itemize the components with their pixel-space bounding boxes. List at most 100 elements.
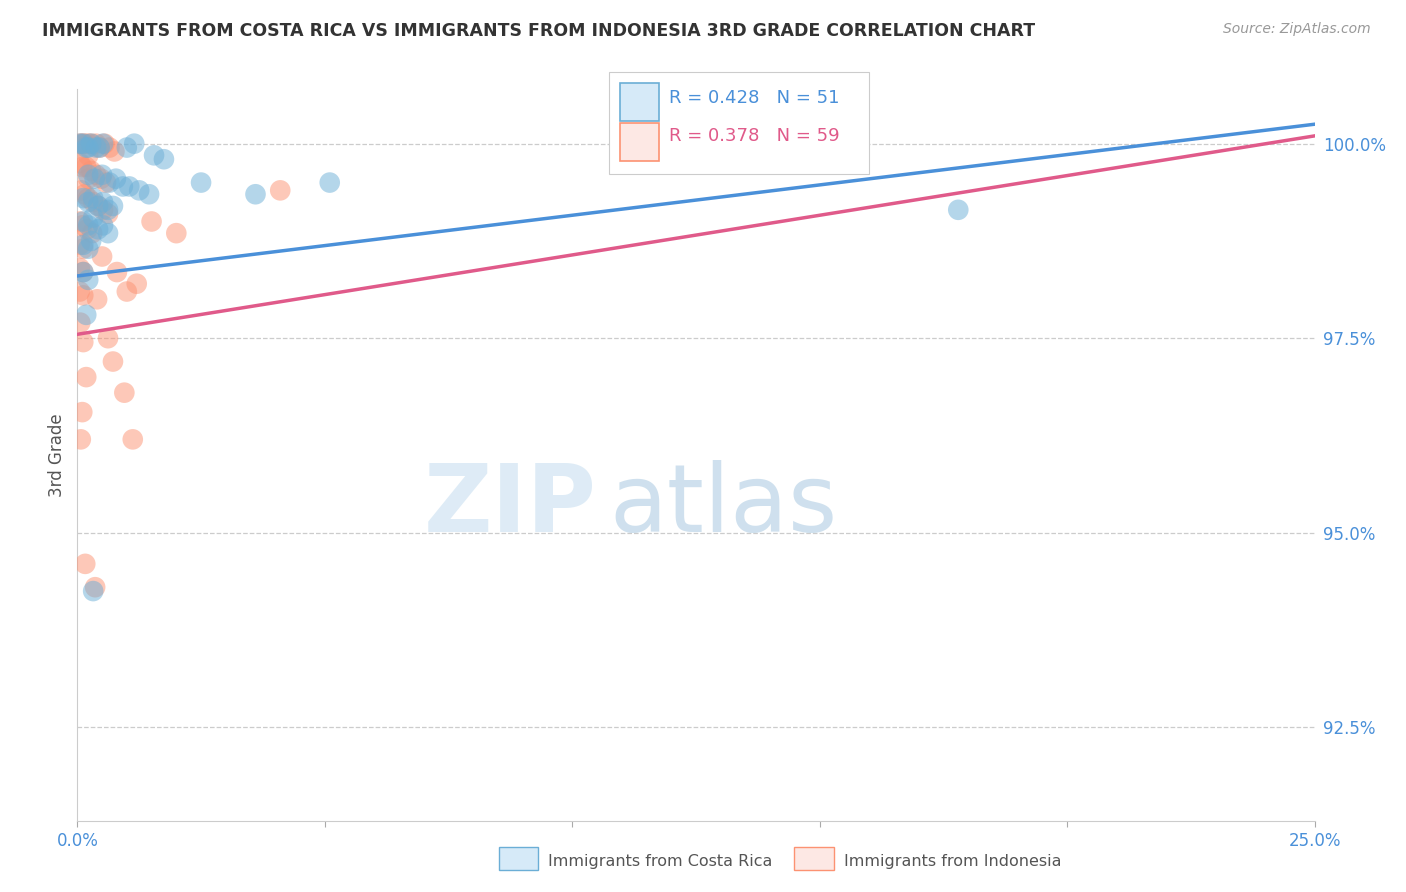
Point [118, 179, 141, 194]
Point [138, 187, 160, 202]
Point [82, 191, 104, 205]
Point [69, 237, 91, 252]
Point [75, 308, 97, 322]
Point [72, 265, 94, 279]
Point [76, 222, 98, 236]
Point [69, 433, 91, 447]
Y-axis label: 3rd Grade: 3rd Grade [48, 413, 66, 497]
Point [165, 226, 187, 240]
Point [80, 136, 103, 151]
Point [87, 222, 110, 236]
Point [77, 140, 100, 154]
Point [89, 140, 111, 154]
Point [82, 211, 104, 225]
Point [73, 136, 96, 151]
Point [69, 136, 91, 151]
Point [69, 214, 91, 228]
Text: Immigrants from Costa Rica: Immigrants from Costa Rica [548, 854, 773, 869]
Point [72, 265, 94, 279]
Point [153, 153, 176, 167]
Point [77, 242, 100, 256]
Point [69, 316, 91, 330]
Point [72, 405, 94, 419]
Point [91, 219, 114, 233]
Point [72, 237, 94, 252]
Point [82, 226, 104, 240]
Point [75, 160, 97, 174]
Point [80, 234, 103, 248]
Point [77, 168, 100, 182]
Point [86, 293, 108, 307]
Point [128, 183, 150, 197]
Point [948, 202, 970, 217]
Point [121, 433, 143, 447]
Point [87, 199, 110, 213]
Point [93, 136, 115, 151]
Point [75, 557, 97, 571]
Point [75, 370, 97, 384]
Point [141, 214, 163, 228]
Point [84, 136, 107, 151]
Point [115, 140, 138, 154]
Point [72, 219, 94, 233]
Point [245, 187, 267, 202]
Point [190, 176, 212, 190]
Point [111, 179, 134, 194]
Point [72, 242, 94, 256]
Point [72, 160, 94, 174]
Point [143, 148, 166, 162]
Point [77, 171, 100, 186]
Text: ZIP: ZIP [425, 460, 598, 552]
Point [82, 194, 104, 209]
Point [115, 285, 138, 299]
Point [105, 265, 128, 279]
Point [91, 202, 114, 217]
Point [84, 580, 107, 594]
Text: IMMIGRANTS FROM COSTA RICA VS IMMIGRANTS FROM INDONESIA 3RD GRADE CORRELATION CH: IMMIGRANTS FROM COSTA RICA VS IMMIGRANTS… [42, 22, 1035, 40]
Point [72, 136, 94, 151]
Point [69, 261, 91, 276]
Point [101, 199, 124, 213]
Point [90, 171, 112, 186]
Point [91, 250, 114, 264]
Point [103, 145, 125, 159]
Point [70, 183, 93, 197]
Point [77, 194, 100, 209]
Point [112, 385, 135, 400]
Point [87, 199, 110, 213]
Point [80, 164, 103, 178]
Text: atlas: atlas [609, 460, 838, 552]
Point [91, 168, 114, 182]
Text: 0.0%: 0.0% [56, 832, 98, 850]
Text: Source: ZipAtlas.com: Source: ZipAtlas.com [1223, 22, 1371, 37]
Point [84, 140, 107, 154]
Text: R = 0.378   N = 59: R = 0.378 N = 59 [669, 127, 839, 145]
Point [77, 273, 100, 287]
Point [269, 183, 291, 197]
Point [125, 277, 148, 291]
Point [84, 168, 107, 182]
Text: R = 0.428   N = 51: R = 0.428 N = 51 [669, 89, 839, 107]
Point [91, 136, 114, 151]
Point [80, 136, 103, 151]
Point [97, 207, 120, 221]
Point [94, 176, 117, 190]
Point [72, 214, 94, 228]
Text: 25.0%: 25.0% [1288, 832, 1341, 850]
Point [77, 148, 100, 162]
Point [72, 288, 94, 302]
Point [101, 354, 124, 368]
Point [69, 156, 91, 170]
Point [69, 136, 91, 151]
Point [104, 171, 127, 186]
Point [98, 176, 121, 190]
Point [75, 140, 97, 154]
Point [82, 584, 104, 599]
Point [97, 226, 120, 240]
Point [89, 140, 111, 154]
Point [91, 194, 114, 209]
Point [77, 191, 100, 205]
Text: Immigrants from Indonesia: Immigrants from Indonesia [844, 854, 1062, 869]
Point [77, 219, 100, 233]
Point [122, 136, 145, 151]
